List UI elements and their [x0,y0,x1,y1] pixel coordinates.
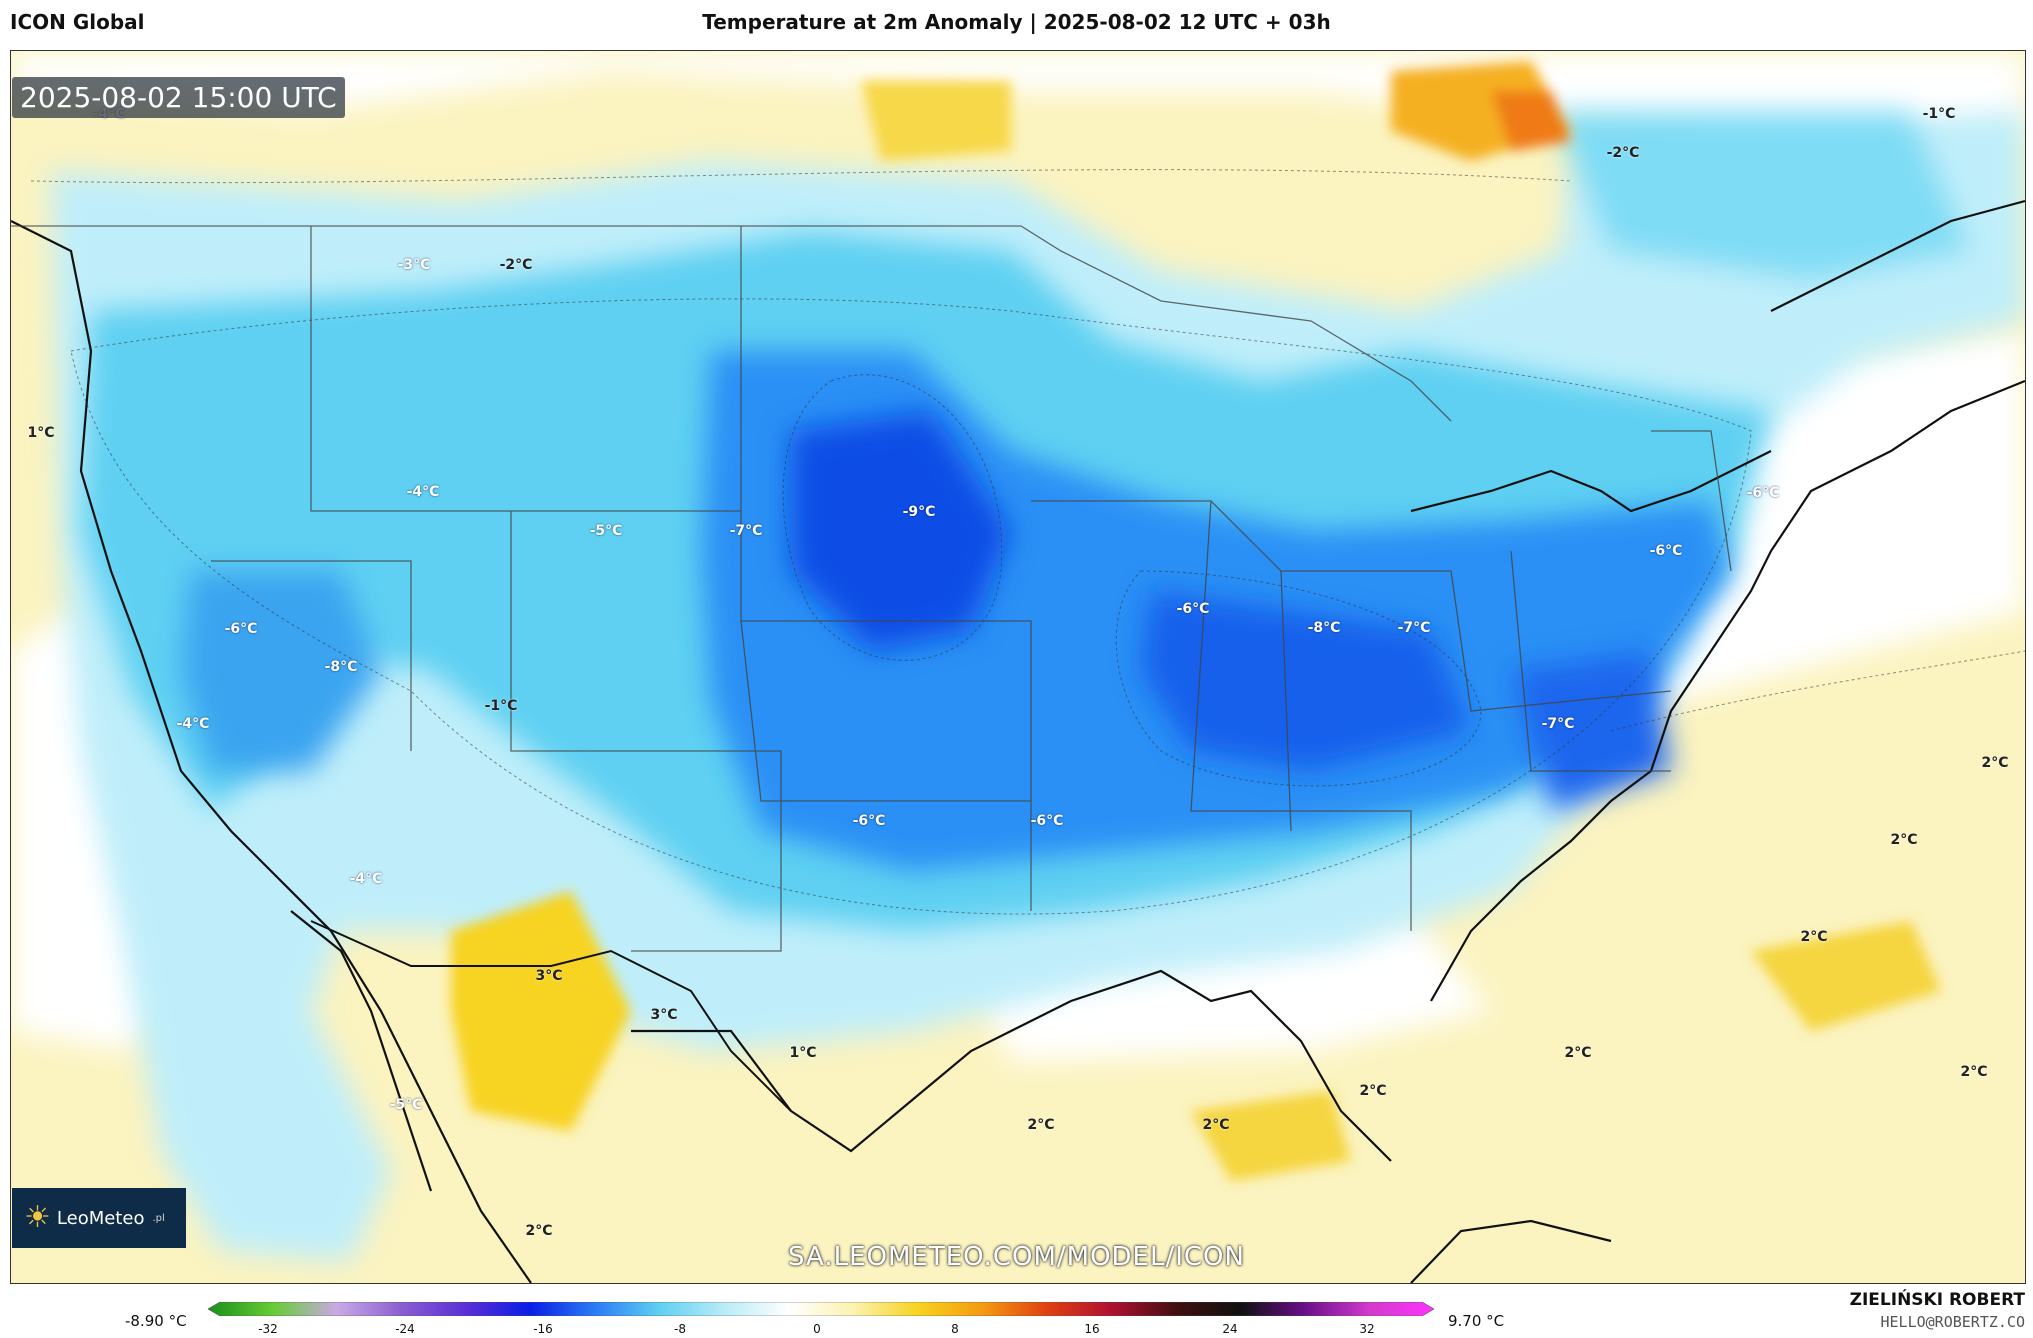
map-label: -6°C [1030,813,1064,829]
legend-tick: 8 [951,1322,959,1336]
map-label: 3°C [650,1007,678,1023]
map-label: 2°C [525,1223,553,1239]
legend-tick: -16 [533,1322,553,1336]
logo-text: LeoMeteo [56,1207,145,1229]
legend-tick: -24 [395,1322,415,1336]
map-label: -8°C [324,659,358,675]
map-label: 2°C [1564,1045,1592,1061]
state-borders [11,225,1732,952]
logo-suffix: .pl [152,1212,165,1224]
map-label: -4°C [176,716,210,732]
legend-min-value: -8.90 °C [125,1312,187,1330]
map-label: -1°C [1922,106,1956,122]
map-label: -5°C [389,1097,423,1113]
map-label: 2°C [1202,1117,1230,1133]
map-label: 2°C [1981,755,2009,771]
legend-tick: -8 [674,1322,686,1336]
valid-time-badge: 2025-08-02 15:00 UTC [12,77,345,118]
map-label: -6°C [1649,543,1683,559]
anomaly-map[interactable]: -4°C -3°C -2°C 1°C -4°C -5°C -7°C -9°C -… [10,50,2026,1284]
map-label: -1°C [484,698,518,714]
map-canvas [11,51,2025,1283]
legend-tick: 16 [1084,1322,1100,1336]
map-label: 1°C [27,425,55,441]
map-title: Temperature at 2m Anomaly | 2025-08-02 1… [702,10,1331,34]
map-label: -2°C [499,257,533,273]
author-name: ZIELIŃSKI ROBERT [1849,1290,2025,1310]
map-label: -4°C [406,484,440,500]
map-label: -9°C [902,504,936,520]
map-label: 2°C [1027,1117,1055,1133]
map-label: 2°C [1960,1064,1988,1080]
map-label: 2°C [1890,832,1918,848]
legend-tick: -32 [258,1322,278,1336]
map-label: -7°C [1541,716,1575,732]
map-label: -6°C [1176,601,1210,617]
warm-patches [451,61,1941,1181]
leometeo-logo[interactable]: ☀ LeoMeteo .pl [12,1188,186,1248]
map-label: 1°C [789,1045,817,1061]
mexico-border [310,920,792,1112]
map-label: -7°C [1397,620,1431,636]
author-email[interactable]: HELLO@ROBERTZ.CO [1880,1313,2026,1331]
legend-tick: 0 [813,1322,821,1336]
legend-max-value: 9.70 °C [1448,1312,1505,1330]
sun-icon: ☀ [24,1200,51,1235]
map-label: -4°C [349,871,383,887]
map-label: -6°C [224,621,258,637]
map-label: -5°C [589,523,623,539]
source-watermark: SA.LEOMETEO.COM/MODEL/ICON [788,1242,1245,1272]
map-label: -8°C [1307,620,1341,636]
coastlines [11,199,2025,1283]
map-label: 3°C [535,968,563,984]
model-name: ICON Global [10,10,145,34]
map-label: 2°C [1800,929,1828,945]
map-label: 2°C [1359,1083,1387,1099]
legend-tick: 24 [1222,1322,1238,1336]
map-label: -6°C [1746,485,1780,501]
map-label: -2°C [1606,145,1640,161]
map-label: -3°C [397,257,431,273]
color-scale-bar [208,1302,1434,1316]
legend-tick: 32 [1359,1322,1375,1336]
anomaly-contours [30,169,2025,915]
map-label: -7°C [729,523,763,539]
map-label: -6°C [852,813,886,829]
